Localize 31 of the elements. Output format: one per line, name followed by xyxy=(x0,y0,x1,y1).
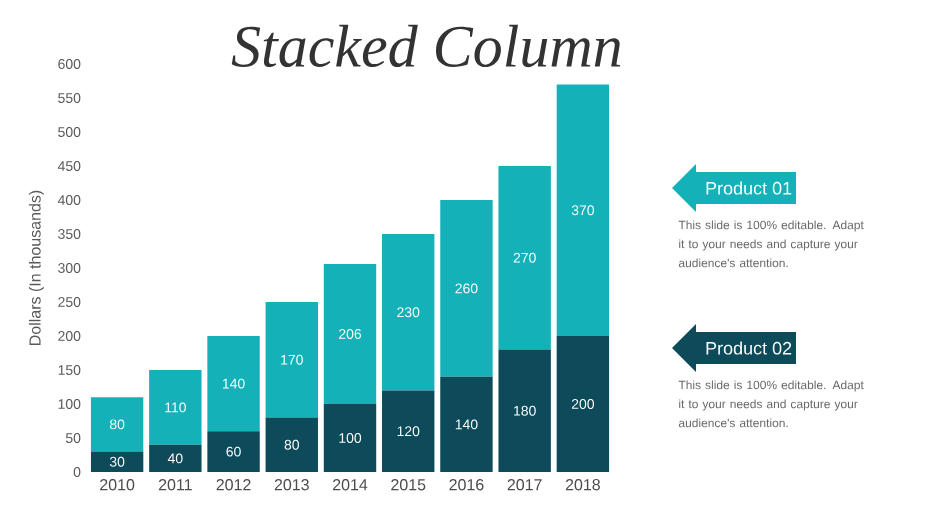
bar xyxy=(90,397,144,452)
x-tick-label: 2018 xyxy=(565,479,600,491)
bar xyxy=(498,166,551,350)
x-tick-label: 2011 xyxy=(158,479,192,491)
bar xyxy=(440,376,493,472)
x-tick-label: 2012 xyxy=(216,479,251,491)
bar xyxy=(382,234,435,391)
bar xyxy=(265,302,318,418)
bar xyxy=(149,444,202,472)
bar xyxy=(265,417,318,472)
x-tick-label: 2017 xyxy=(507,479,542,491)
x-tick-label: 2016 xyxy=(449,479,484,491)
x-tick-label: 2014 xyxy=(333,479,368,491)
bar xyxy=(556,336,610,472)
bar xyxy=(323,263,377,404)
y-axis-title: Dollars (In thousands) xyxy=(28,190,44,345)
bar xyxy=(90,451,144,472)
x-tick-label: 2013 xyxy=(274,479,309,491)
text: Product 02 xyxy=(706,341,792,355)
chart-title: Stacked Column xyxy=(231,24,621,68)
bar xyxy=(556,84,610,336)
bar xyxy=(498,349,551,472)
x-tick-label: 2015 xyxy=(391,479,426,491)
x-tick-label: 2010 xyxy=(100,479,135,491)
bar xyxy=(207,336,260,432)
bar xyxy=(149,370,202,445)
bar xyxy=(323,404,377,472)
bar xyxy=(207,431,260,472)
text: Product 01 xyxy=(706,181,792,195)
bar xyxy=(382,390,435,472)
bar xyxy=(440,200,493,377)
